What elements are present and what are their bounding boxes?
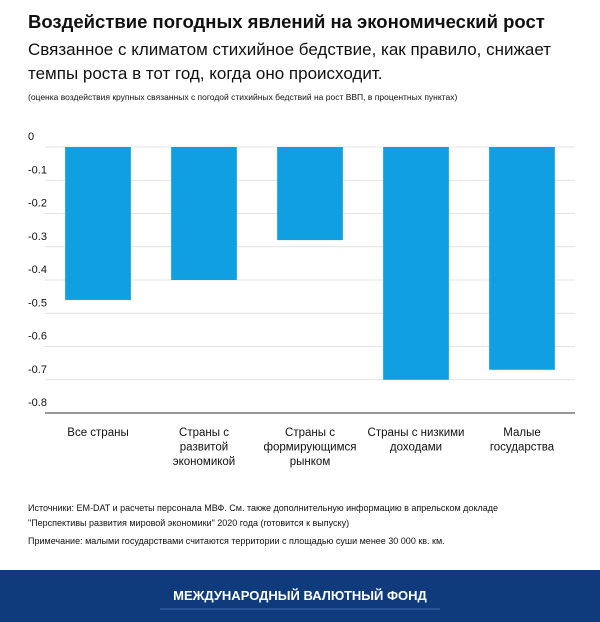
note: Примечание: малыми государствами считают… [28,536,445,546]
y-tick-label: -0.3 [28,231,47,243]
bar [65,147,131,300]
x-tick-label: Страны с низкими доходами [368,427,465,453]
footer-text: МЕЖДУНАРОДНЫЙ ВАЛЮТНЫЙ ФОНД [173,588,427,603]
y-tick-label: -0.8 [28,397,47,409]
y-tick-label: -0.2 [28,198,47,210]
y-tick-label: -0.5 [28,297,47,309]
y-axis-label: (оценка воздействия крупных связанных с … [28,92,457,102]
x-tick-label: Все страны [67,427,128,439]
chart-title: Воздействие погодных явлений на экономич… [28,11,545,32]
bar [383,147,449,380]
y-tick-label: -0.4 [28,264,47,276]
bar [171,147,237,280]
x-tick-label: Страны с развитой экономикой [173,427,235,468]
chart-subtitle: Связанное с климатом стихийное бедствие,… [28,40,551,59]
bar [277,147,343,241]
x-tick-label: Страны с формирующимся рынком [264,427,357,468]
bar [489,147,555,370]
y-tick-label: 0 [28,131,34,143]
y-tick-label: -0.6 [28,331,47,343]
note: Источники: EM-DAT и расчеты персонала МВ… [28,503,498,513]
y-tick-label: -0.7 [28,364,47,376]
note: "Перспективы развития мировой экономики"… [28,518,349,528]
y-tick-label: -0.1 [28,164,47,176]
footer-banner [0,570,600,622]
x-tick-label: Малые государства [490,427,555,453]
chart-subtitle: темпы роста в тот год, когда оно происхо… [28,64,382,83]
